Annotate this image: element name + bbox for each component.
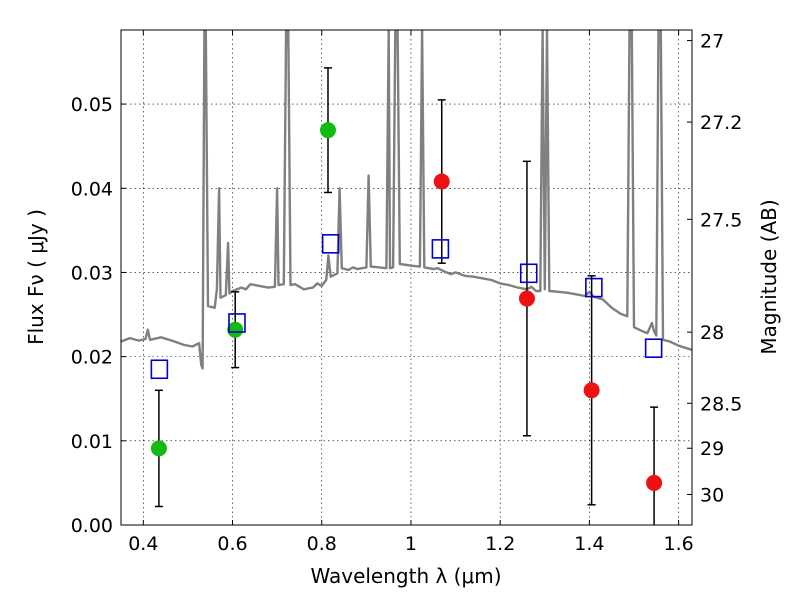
magnitude-tick-label: 27.5	[700, 209, 742, 231]
y-tick-label: 0.02	[71, 347, 113, 369]
plot-frame	[120, 29, 693, 526]
data-point	[583, 382, 600, 399]
x-tick-label: 1.2	[485, 533, 515, 555]
magnitude-tick-label: 29	[700, 438, 724, 460]
data-markers	[150, 122, 663, 491]
model-point	[644, 338, 663, 359]
magnitude-tick-label: 28	[700, 322, 724, 344]
y-axis-label: Flux Fν ( μJy )	[24, 209, 48, 345]
y-tick-label: 0.05	[71, 94, 113, 116]
magnitude-axis-label: Magnitude (AB)	[757, 199, 781, 354]
data-point	[227, 321, 244, 338]
magnitude-tick-label: 27	[700, 31, 724, 53]
x-tick-label: 0.6	[217, 533, 247, 555]
data-point	[433, 173, 450, 190]
magnitude-tick-label: 30	[700, 484, 724, 506]
magnitude-tick-label: 28.5	[700, 393, 742, 415]
x-tick-label: 1.4	[574, 533, 604, 555]
x-tick-label: 1.6	[664, 533, 694, 555]
y-tick-label: 0.04	[71, 178, 113, 200]
x-tick-label: 0.8	[307, 533, 337, 555]
model-point	[150, 359, 169, 380]
data-point	[518, 290, 535, 307]
x-tick-label: 0.4	[128, 533, 158, 555]
x-tick-label: 1	[405, 533, 417, 555]
data-point	[319, 122, 336, 139]
y-tick-label: 0.03	[71, 262, 113, 284]
model-point	[228, 313, 246, 333]
data-point	[150, 440, 167, 457]
x-axis-label: Wavelength λ (μm)	[310, 564, 501, 588]
axis-ticks: 0.4 0.6 0.8 1 1.2 1.4 1.6 0.00 0.01 0.02 0.03 0.04 0…	[71, 30, 742, 555]
magnitude-tick-label: 27.2	[700, 112, 742, 134]
y-tick-label: 0.00	[71, 515, 113, 537]
model-point	[585, 277, 603, 298]
model-point	[519, 263, 538, 284]
y-tick-label: 0.01	[71, 431, 113, 453]
model-point	[321, 234, 340, 254]
data-point	[646, 474, 663, 491]
model-point	[431, 239, 450, 259]
